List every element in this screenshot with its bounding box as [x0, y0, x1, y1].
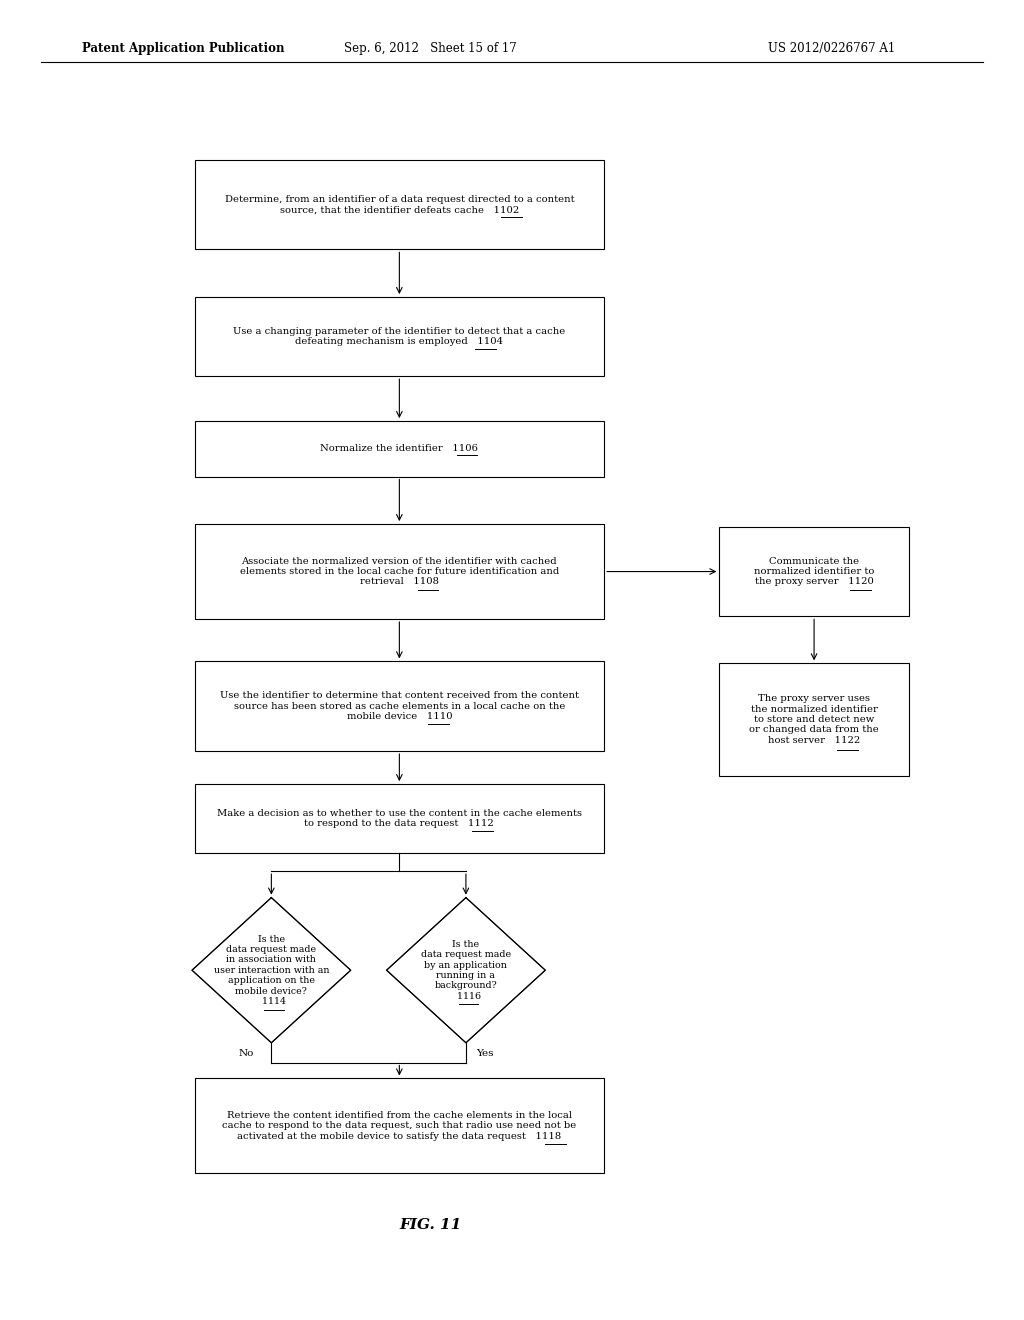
- Polygon shape: [387, 898, 545, 1043]
- Bar: [195, 661, 604, 751]
- Text: Use the identifier to determine that content received from the content
source ha: Use the identifier to determine that con…: [220, 692, 579, 721]
- Text: US 2012/0226767 A1: US 2012/0226767 A1: [768, 42, 895, 55]
- Text: Associate the normalized version of the identifier with cached
elements stored i: Associate the normalized version of the …: [240, 557, 559, 586]
- Bar: [195, 421, 604, 477]
- Bar: [195, 297, 604, 376]
- Text: Normalize the identifier  1106: Normalize the identifier 1106: [321, 445, 478, 453]
- Text: Yes: Yes: [476, 1049, 494, 1057]
- Bar: [195, 1078, 604, 1173]
- Text: Retrieve the content identified from the cache elements in the local
cache to re: Retrieve the content identified from the…: [222, 1111, 577, 1140]
- Text: No: No: [239, 1049, 254, 1057]
- Text: Make a decision as to whether to use the content in the cache elements
to respon: Make a decision as to whether to use the…: [217, 809, 582, 828]
- Text: Is the
data request made
in association with
user interaction with an
applicatio: Is the data request made in association …: [214, 935, 329, 1006]
- Bar: [195, 784, 604, 853]
- Bar: [195, 524, 604, 619]
- Bar: [719, 527, 909, 616]
- Text: Is the
data request made
by an application
running in a
background?
 1116: Is the data request made by an applicati…: [421, 940, 511, 1001]
- Text: Sep. 6, 2012   Sheet 15 of 17: Sep. 6, 2012 Sheet 15 of 17: [344, 42, 516, 55]
- Bar: [719, 663, 909, 776]
- Text: Communicate the
normalized identifier to
the proxy server  1120: Communicate the normalized identifier to…: [754, 557, 874, 586]
- Text: Patent Application Publication: Patent Application Publication: [82, 42, 285, 55]
- Text: The proxy server uses
the normalized identifier
to store and detect new
or chang: The proxy server uses the normalized ide…: [750, 694, 879, 744]
- Text: Use a changing parameter of the identifier to detect that a cache
defeating mech: Use a changing parameter of the identifi…: [233, 327, 565, 346]
- Bar: [195, 160, 604, 249]
- Text: Determine, from an identifier of a data request directed to a content
source, th: Determine, from an identifier of a data …: [224, 195, 574, 214]
- Polygon shape: [193, 898, 350, 1043]
- Text: FIG. 11: FIG. 11: [399, 1218, 461, 1232]
